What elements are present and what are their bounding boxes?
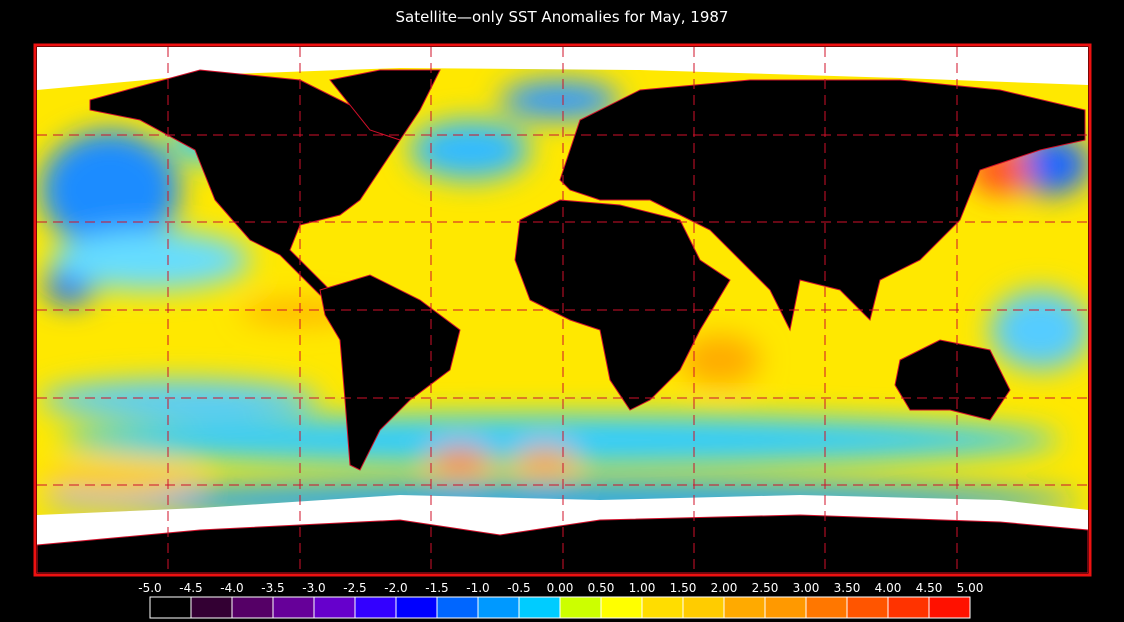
- colorbar-tick-label: 3.50: [834, 581, 861, 595]
- colorbar-box: [641, 596, 684, 619]
- colorbar-box: [600, 596, 643, 619]
- colorbar-box: [682, 596, 725, 619]
- colorbar-box: [887, 596, 930, 619]
- colorbar-box: [928, 596, 971, 619]
- colorbar-box: [395, 596, 438, 619]
- colorbar-tick-label: -2.0: [384, 581, 407, 595]
- colorbar-box: [231, 596, 274, 619]
- colorbar-box: [723, 596, 766, 619]
- colorbar-tick-label: 1.50: [670, 581, 697, 595]
- colorbar-tick-label: 3.00: [793, 581, 820, 595]
- colorbar-box: [149, 596, 192, 619]
- colorbar-box: [354, 596, 397, 619]
- colorbar-tick-label: 5.00: [957, 581, 984, 595]
- colorbar-box: [272, 596, 315, 619]
- colorbar-tick-label: 2.00: [711, 581, 738, 595]
- colorbar-box: [313, 596, 356, 619]
- title: Satellite—only SST Anomalies for May, 19…: [396, 8, 729, 26]
- colorbar-box: [805, 596, 848, 619]
- colorbar-box: [559, 596, 602, 619]
- colorbar-tick-label: -1.5: [425, 581, 448, 595]
- colorbar-box: [477, 596, 520, 619]
- map-frame: [33, 43, 1092, 577]
- map: [37, 47, 1088, 573]
- colorbar-tick-label: -4.0: [220, 581, 243, 595]
- colorbar-box: [846, 596, 889, 619]
- colorbar-tick-label: 0.50: [588, 581, 615, 595]
- colorbar-tick-label: 0.00: [547, 581, 574, 595]
- graticule: [37, 47, 1088, 573]
- colorbar-box: [436, 596, 479, 619]
- colorbar-tick-label: -1.0: [466, 581, 489, 595]
- colorbar-tick-label: 4.50: [916, 581, 943, 595]
- colorbar-tick-label: 4.00: [875, 581, 902, 595]
- colorbar-tick-label: 2.50: [752, 581, 779, 595]
- colorbar-tick-label: -0.5: [507, 581, 530, 595]
- colorbar-tick-label: -3.5: [261, 581, 284, 595]
- colorbar: -5.0 -4.5 -4.0 -3.5 -3.0 -2.5 -2.0 -1.5 -1.0 -0.5…: [138, 581, 984, 619]
- colorbar-tick-label: -5.0: [138, 581, 161, 595]
- colorbar-tick-label: -2.5: [343, 581, 366, 595]
- colorbar-tick-label: -4.5: [179, 581, 202, 595]
- colorbar-box: [190, 596, 233, 619]
- colorbar-tick-label: 1.00: [629, 581, 656, 595]
- colorbar-tick-label: -3.0: [302, 581, 325, 595]
- colorbar-box: [518, 596, 561, 619]
- colorbar-box: [764, 596, 807, 619]
